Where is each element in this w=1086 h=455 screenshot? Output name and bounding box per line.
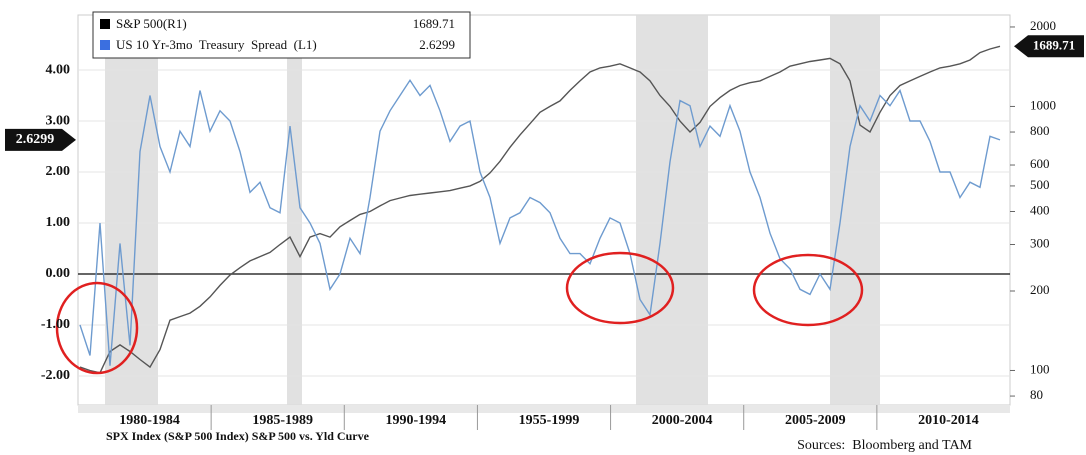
x-axis-strip (78, 405, 1010, 413)
recession-band (287, 15, 302, 405)
recession-band (636, 15, 708, 405)
y2-tick-label: 1000 (1030, 97, 1056, 112)
y2-tick-label: 400 (1030, 202, 1050, 217)
series-line (79, 79, 1001, 366)
x-tick-label: 2010-2014 (918, 413, 979, 428)
y2-tick-label: 2000 (1030, 18, 1056, 33)
y-tick-label: 1.00 (46, 215, 71, 230)
value-callout (5, 128, 76, 151)
highlight-circle (55, 281, 139, 375)
x-tick-label: 1985-1989 (252, 413, 313, 428)
value-callout-label: 1689.71 (1033, 37, 1075, 52)
legend-label: US 10 Yr-3mo Treasury Spread (L1) (116, 37, 317, 52)
y-tick-label: 4.00 (46, 62, 71, 77)
legend-value: 2.6299 (419, 37, 455, 52)
source: Sources: Bloomberg and TAM (797, 438, 972, 453)
x-tick-label: 2005-2009 (785, 413, 846, 428)
value-callout (1014, 35, 1084, 58)
recession-band (105, 15, 158, 405)
x-tick-label: 1990-1994 (386, 413, 447, 428)
y2-tick-label: 600 (1030, 156, 1050, 171)
y-tick-label: 0.00 (46, 266, 71, 281)
legend-label: S&P 500(R1) (116, 16, 187, 31)
y2-tick-label: 80 (1030, 387, 1043, 402)
y2-tick-label: 800 (1030, 123, 1050, 138)
plot-layer (78, 45, 1010, 377)
legend-value: 1689.71 (413, 16, 455, 31)
caption: SPX Index (S&P 500 Index) S&P 500 vs. Yl… (106, 429, 370, 443)
legend-swatch (100, 40, 110, 50)
y2-tick-label: 500 (1030, 177, 1050, 192)
highlight-circle (565, 251, 675, 325)
y2-tick-label: 100 (1030, 361, 1050, 376)
y-tick-label: 3.00 (46, 113, 71, 128)
recession-band (830, 15, 880, 405)
x-tick-label: 1955-1999 (519, 413, 580, 428)
y-tick-label: -2.00 (41, 368, 70, 383)
legend-swatch (100, 19, 110, 29)
series-line (79, 45, 1001, 374)
x-tick-label: 2000-2004 (652, 413, 713, 428)
x-tick-label: 1980-1984 (119, 413, 180, 428)
value-callout-label: 2.6299 (16, 132, 55, 147)
legend-box (92, 11, 471, 59)
y2-tick-label: 200 (1030, 282, 1050, 297)
y2-tick-label: 300 (1030, 235, 1050, 250)
y-tick-label: 2.00 (46, 164, 71, 179)
y-tick-label: -1.00 (41, 317, 70, 332)
highlight-circle (752, 253, 864, 327)
